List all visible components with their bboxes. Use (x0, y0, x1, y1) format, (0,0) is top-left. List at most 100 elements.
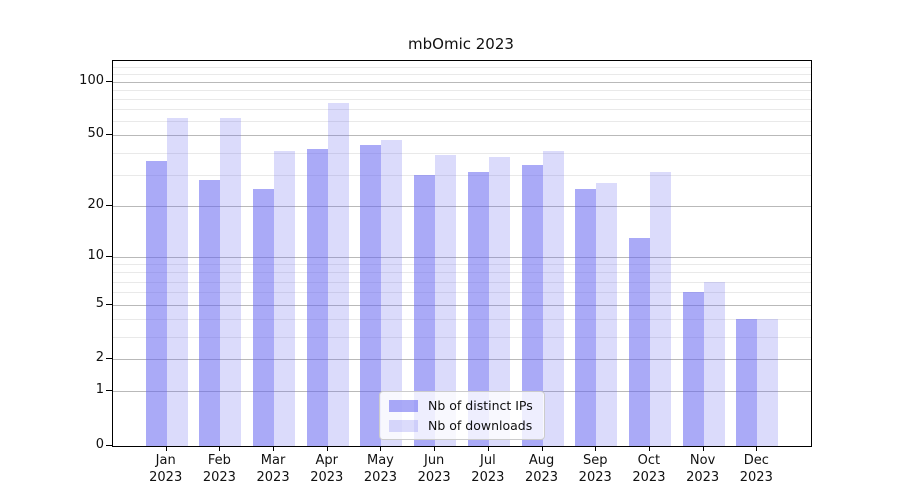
x-tick-label: Jul 2023 (456, 452, 520, 486)
y-tick (106, 445, 112, 446)
y-tick-label: 5 (95, 295, 104, 311)
x-tick-label: Aug 2023 (510, 452, 574, 486)
x-tick-label: Jun 2023 (402, 452, 466, 486)
x-tick (380, 446, 382, 451)
x-label-month: Aug (528, 453, 555, 468)
x-tick (165, 446, 167, 451)
bar-distinct-ips-nov (682, 292, 704, 446)
x-tick (487, 446, 489, 451)
bar-distinct-ips-sep (575, 188, 597, 446)
gridline-minor (113, 98, 811, 100)
bar-distinct-ips-apr (306, 148, 328, 446)
legend-swatch-downloads (389, 419, 418, 432)
legend: Nb of distinct IPs Nb of downloads (379, 391, 545, 440)
bar-distinct-ips-aug (521, 165, 543, 446)
x-tick (756, 446, 758, 451)
gridline-minor (113, 67, 811, 69)
x-tick (219, 446, 221, 451)
y-tick-label: 0 (95, 437, 104, 452)
gridline-minor (113, 109, 811, 111)
x-tick-label: Mar 2023 (241, 452, 305, 486)
bar-distinct-ips-feb (199, 180, 221, 446)
bar-downloads-oct (649, 172, 671, 446)
x-label-month: Dec (743, 453, 769, 468)
x-label-year: 2023 (310, 470, 344, 485)
x-label-month: Jun (423, 453, 445, 468)
bar-downloads-may (381, 140, 403, 446)
gridline-minor (113, 174, 811, 176)
x-label-year: 2023 (256, 470, 290, 485)
bar-downloads-dec (757, 318, 779, 446)
gridline-minor (113, 292, 811, 294)
x-label-year: 2023 (471, 470, 505, 485)
y-tick-label: 1 (95, 382, 104, 398)
bar-downloads-jun (435, 154, 457, 446)
bar-distinct-ips-jun (414, 174, 436, 446)
gridline-major (113, 359, 811, 361)
gridline-minor (113, 152, 811, 154)
y-tick (106, 204, 112, 206)
x-tick-label: Oct 2023 (617, 452, 681, 486)
gridline-minor (113, 74, 811, 76)
bar-distinct-ips-jul (467, 172, 489, 446)
x-label-month: Sep (582, 453, 608, 468)
y-tick (106, 80, 112, 82)
x-tick-label: Sep 2023 (563, 452, 627, 486)
x-label-month: May (367, 453, 394, 468)
y-tick (106, 255, 112, 257)
bar-downloads-apr (327, 102, 349, 446)
x-tick-label: Jan 2023 (134, 452, 198, 486)
y-tick-label: 50 (87, 126, 104, 142)
bar-distinct-ips-may (360, 145, 382, 446)
gridline-minor (113, 336, 811, 338)
y-tick-label: 20 (87, 196, 104, 212)
x-tick (648, 446, 650, 451)
x-tick-label: Feb 2023 (187, 452, 251, 486)
x-label-year: 2023 (202, 470, 236, 485)
x-label-year: 2023 (524, 470, 559, 485)
x-label-month: Jan (155, 453, 176, 468)
legend-swatch-distinct-ips (389, 399, 418, 412)
y-tick (106, 358, 112, 360)
x-label-month: Mar (260, 453, 286, 468)
gridline-major (113, 256, 811, 258)
bar-distinct-ips-dec (736, 318, 758, 446)
bar-downloads-jul (488, 156, 510, 446)
x-label-year: 2023 (149, 470, 183, 485)
legend-label-downloads: Nb of downloads (428, 418, 533, 433)
x-label-year: 2023 (739, 470, 773, 485)
y-tick (106, 390, 112, 392)
bar-distinct-ips-jan (145, 160, 167, 446)
x-label-month: Nov (689, 453, 716, 468)
x-label-month: Feb (207, 453, 231, 468)
x-label-year: 2023 (363, 470, 397, 485)
bar-distinct-ips-mar (253, 188, 275, 446)
bar-downloads-mar (274, 150, 296, 446)
gridline-major (113, 135, 811, 137)
x-tick (434, 446, 436, 451)
y-tick-label: 10 (87, 247, 104, 263)
gridline-minor (113, 318, 811, 320)
bar-distinct-ips-oct (628, 237, 650, 446)
x-tick-label: May 2023 (348, 452, 412, 486)
legend-item-distinct-ips: Nb of distinct IPs (389, 398, 535, 413)
plot-area (112, 60, 812, 447)
x-label-month: Jul (480, 453, 496, 468)
x-label-month: Oct (637, 453, 661, 468)
gridline-major (113, 304, 811, 306)
x-label-year: 2023 (686, 470, 720, 485)
gridline-minor (113, 281, 811, 283)
bar-downloads-nov (703, 281, 725, 446)
x-tick-label: Apr 2023 (295, 452, 359, 486)
x-label-year: 2023 (632, 470, 666, 485)
legend-label-distinct-ips: Nb of distinct IPs (428, 398, 533, 413)
gridline-minor (113, 89, 811, 91)
y-tick (106, 303, 112, 305)
y-tick (106, 134, 112, 136)
x-tick-label: Dec 2023 (724, 452, 788, 486)
x-tick (595, 446, 597, 451)
gridline-major (113, 81, 811, 83)
y-tick-label: 2 (95, 350, 104, 366)
bar-downloads-jan (166, 117, 188, 446)
